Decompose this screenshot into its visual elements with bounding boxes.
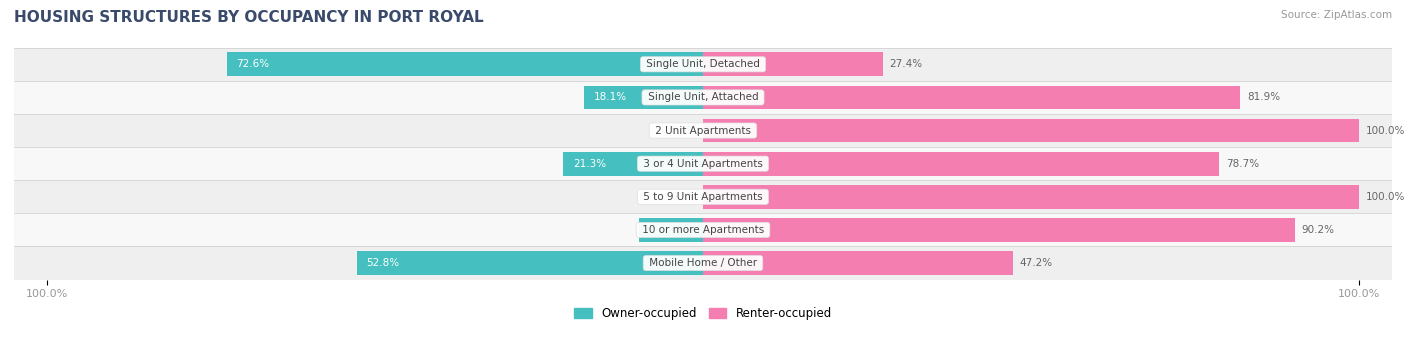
Text: 3 or 4 Unit Apartments: 3 or 4 Unit Apartments [640, 159, 766, 169]
Legend: Owner-occupied, Renter-occupied: Owner-occupied, Renter-occupied [569, 302, 837, 325]
Bar [14, 147, 1392, 180]
Bar [14, 81, 1392, 114]
Bar [14, 48, 1392, 81]
Bar [703, 185, 1360, 209]
Text: 21.3%: 21.3% [574, 159, 606, 169]
Text: 27.4%: 27.4% [890, 59, 922, 69]
Text: 78.7%: 78.7% [1226, 159, 1258, 169]
Text: 81.9%: 81.9% [1247, 92, 1279, 102]
Text: Single Unit, Detached: Single Unit, Detached [643, 59, 763, 69]
Text: Single Unit, Attached: Single Unit, Attached [644, 92, 762, 102]
Text: Mobile Home / Other: Mobile Home / Other [645, 258, 761, 268]
Bar [638, 218, 703, 242]
Bar [703, 218, 1295, 242]
Text: 10 or more Apartments: 10 or more Apartments [638, 225, 768, 235]
Bar [14, 180, 1392, 213]
Text: HOUSING STRUCTURES BY OCCUPANCY IN PORT ROYAL: HOUSING STRUCTURES BY OCCUPANCY IN PORT … [14, 10, 484, 25]
Bar [357, 251, 703, 275]
Bar [703, 86, 1240, 109]
Text: 9.8%: 9.8% [648, 225, 675, 235]
Bar [14, 213, 1392, 247]
Text: 18.1%: 18.1% [595, 92, 627, 102]
Text: 2 Unit Apartments: 2 Unit Apartments [652, 125, 754, 136]
Bar [585, 86, 703, 109]
Text: 52.8%: 52.8% [367, 258, 399, 268]
Text: 0.0%: 0.0% [671, 192, 696, 202]
Text: 100.0%: 100.0% [1365, 192, 1405, 202]
Bar [703, 53, 883, 76]
Text: 72.6%: 72.6% [236, 59, 270, 69]
Bar [14, 114, 1392, 147]
Text: Source: ZipAtlas.com: Source: ZipAtlas.com [1281, 10, 1392, 20]
Text: 5 to 9 Unit Apartments: 5 to 9 Unit Apartments [640, 192, 766, 202]
Bar [14, 247, 1392, 280]
Bar [703, 119, 1360, 143]
Text: 47.2%: 47.2% [1019, 258, 1052, 268]
Bar [226, 53, 703, 76]
Text: 100.0%: 100.0% [1365, 125, 1405, 136]
Bar [703, 251, 1012, 275]
Bar [703, 152, 1219, 176]
Text: 0.0%: 0.0% [671, 125, 696, 136]
Bar [564, 152, 703, 176]
Text: 90.2%: 90.2% [1302, 225, 1334, 235]
